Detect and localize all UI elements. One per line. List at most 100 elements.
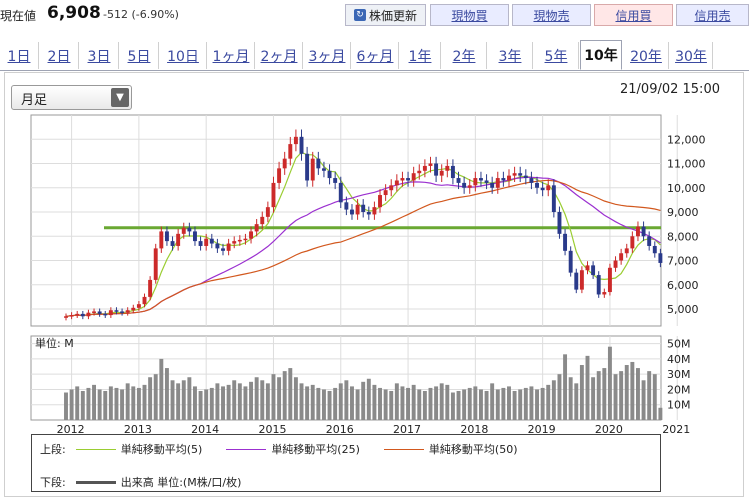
year-label: 2018: [460, 423, 488, 436]
candle-body: [383, 190, 388, 196]
tab-9[interactable]: 6ヶ月: [352, 42, 399, 69]
volume-bar: [142, 384, 147, 420]
volume-bar: [120, 389, 125, 420]
volume-bar: [473, 386, 478, 420]
tab-13[interactable]: 5年: [534, 42, 579, 69]
legend-upper-row: 上段: 単純移動平均(5) 単純移動平均(25) 単純移動平均(50): [40, 441, 532, 457]
chart-legend: 上段: 単純移動平均(5) 単純移動平均(25) 単純移動平均(50) 下段: …: [31, 434, 661, 492]
tab-1[interactable]: 1日: [0, 42, 39, 69]
candle-body: [80, 313, 85, 317]
volume-bar: [551, 380, 556, 420]
candle-body: [237, 239, 242, 242]
volume-bar: [456, 390, 461, 420]
tab-7[interactable]: 2ヶ月: [256, 42, 303, 69]
volume-bar: [249, 381, 254, 420]
volume-bar: [277, 377, 282, 420]
legend-ma50: 単純移動平均(50): [374, 441, 518, 457]
volume-bar: [613, 374, 618, 420]
candle-body: [327, 170, 332, 179]
volume-bar: [282, 371, 287, 420]
candle-body: [310, 158, 315, 181]
candlesticks: [64, 129, 663, 321]
spot-sell-button[interactable]: 現物売: [512, 4, 591, 26]
volume-bar: [630, 361, 635, 420]
dropdown-arrow-icon[interactable]: ▼: [111, 88, 129, 107]
volume-bar: [92, 384, 96, 420]
period-select[interactable]: 月足 ▼: [11, 85, 132, 110]
volume-bar: [366, 378, 371, 420]
legend-ma5-label: 単純移動平均(5): [120, 443, 203, 456]
candle-body: [293, 136, 298, 145]
volume-bar: [579, 365, 584, 420]
tab-14[interactable]: 10年: [580, 40, 622, 70]
volume-bar: [490, 383, 495, 420]
candle-body: [366, 212, 371, 215]
candle-body: [546, 185, 551, 191]
candle-body: [585, 265, 590, 271]
volume-bar: [232, 380, 237, 420]
volume-bar: [400, 386, 405, 420]
ma25-swatch: [226, 448, 267, 450]
candle-body: [394, 180, 399, 186]
tab-8[interactable]: 3ヶ月: [304, 42, 351, 69]
refresh-price-button[interactable]: ↻ 株価更新: [345, 4, 426, 26]
ma5-swatch: [75, 448, 116, 450]
candle-body: [529, 178, 534, 183]
volume-bar: [170, 380, 175, 420]
candle-body: [557, 212, 562, 234]
volume-tick-label: 20M: [667, 383, 691, 396]
tab-15[interactable]: 20年: [624, 42, 669, 69]
volume-bars: [64, 346, 663, 420]
candle-body: [277, 168, 282, 183]
tab-3[interactable]: 3日: [80, 42, 119, 69]
volume-bar: [563, 354, 568, 420]
volume-bar: [378, 387, 382, 420]
tab-2[interactable]: 2日: [40, 42, 79, 69]
volume-bar: [350, 386, 354, 420]
volume-bar: [80, 390, 85, 420]
tab-6[interactable]: 1ヶ月: [208, 42, 255, 69]
year-label: 2013: [124, 423, 152, 436]
spot-buy-button[interactable]: 現物買: [430, 4, 509, 26]
margin-buy-button[interactable]: 信用買: [594, 4, 673, 26]
candle-body: [507, 175, 511, 181]
candle-body: [495, 178, 500, 188]
candle-body: [568, 250, 573, 273]
candle-body: [92, 311, 96, 313]
volume-bar: [658, 407, 663, 420]
candle-body: [439, 170, 444, 176]
tab-4[interactable]: 5日: [120, 42, 159, 69]
volume-bar: [523, 387, 528, 420]
year-label: 2015: [258, 423, 286, 436]
candle-body: [86, 312, 91, 317]
candle-body: [136, 304, 141, 308]
candle-body: [232, 241, 237, 244]
volume-bar: [557, 374, 562, 420]
tab-10[interactable]: 1年: [400, 42, 441, 69]
margin-sell-button[interactable]: 信用売: [676, 4, 749, 26]
candle-body: [305, 153, 310, 181]
tab-11[interactable]: 2年: [442, 42, 487, 69]
candle-body: [422, 165, 427, 171]
candle-body: [624, 248, 629, 254]
candle-body: [355, 204, 360, 215]
candle-body: [198, 241, 203, 246]
tab-5[interactable]: 10日: [160, 42, 207, 69]
volume-bar: [540, 387, 545, 420]
candle-body: [619, 253, 624, 261]
volume-bar: [596, 371, 601, 420]
volume-bar: [389, 390, 394, 420]
candle-body: [596, 275, 601, 295]
volume-bar: [636, 368, 640, 420]
candle-body: [193, 231, 197, 242]
tab-12[interactable]: 3年: [488, 42, 533, 69]
legend-ma25: 単純移動平均(25): [216, 441, 360, 457]
volume-bar: [501, 387, 506, 420]
ma50-swatch: [383, 448, 424, 450]
candle-body: [372, 207, 377, 215]
axis-labels: 5,000 6,000 7,000 8,000 9,000 10,000 11,000 12,…: [35, 133, 706, 436]
volume-bar: [193, 386, 197, 420]
volume-bar: [176, 383, 181, 420]
tab-16[interactable]: 30年: [670, 42, 713, 69]
price-tick-label: 7,000: [667, 255, 699, 268]
